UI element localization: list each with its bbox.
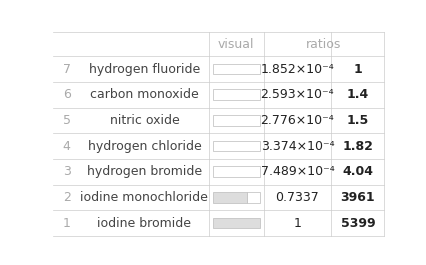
Bar (212, 89, 259, 100)
Text: 2: 2 (63, 191, 70, 204)
Text: 3.374×10⁻⁴: 3.374×10⁻⁴ (260, 140, 334, 153)
Text: 5399: 5399 (340, 217, 374, 229)
Text: iodine monochloride: iodine monochloride (80, 191, 208, 204)
Text: 4: 4 (63, 140, 70, 153)
Text: 1.4: 1.4 (346, 88, 368, 101)
Text: 1: 1 (293, 217, 301, 229)
Text: 1: 1 (63, 217, 70, 229)
Text: ratios: ratios (305, 38, 341, 51)
Text: 1.5: 1.5 (346, 114, 368, 127)
Text: nitric oxide: nitric oxide (109, 114, 179, 127)
Text: 0.7337: 0.7337 (275, 191, 319, 204)
Text: carbon monoxide: carbon monoxide (90, 88, 198, 101)
Text: 2.776×10⁻⁴: 2.776×10⁻⁴ (260, 114, 334, 127)
Text: 1.82: 1.82 (342, 140, 372, 153)
Text: iodine bromide: iodine bromide (97, 217, 191, 229)
Text: 2.593×10⁻⁴: 2.593×10⁻⁴ (260, 88, 334, 101)
Text: 4.04: 4.04 (342, 165, 372, 178)
Text: hydrogen chloride: hydrogen chloride (87, 140, 201, 153)
Text: 7: 7 (63, 63, 70, 76)
Bar (212, 64, 259, 74)
Bar (212, 166, 259, 177)
Bar (212, 115, 259, 126)
Bar (212, 141, 259, 152)
Text: visual: visual (217, 38, 254, 51)
Text: 6: 6 (63, 88, 70, 101)
Text: 1: 1 (353, 63, 361, 76)
Text: hydrogen bromide: hydrogen bromide (86, 165, 201, 178)
Bar (212, 218, 259, 228)
Text: 5: 5 (63, 114, 70, 127)
Bar (212, 192, 246, 203)
Bar (246, 192, 259, 203)
Text: 1.852×10⁻⁴: 1.852×10⁻⁴ (260, 63, 334, 76)
Text: 3: 3 (63, 165, 70, 178)
Text: 3961: 3961 (340, 191, 374, 204)
Text: 7.489×10⁻⁴: 7.489×10⁻⁴ (260, 165, 334, 178)
Text: hydrogen fluoride: hydrogen fluoride (89, 63, 199, 76)
